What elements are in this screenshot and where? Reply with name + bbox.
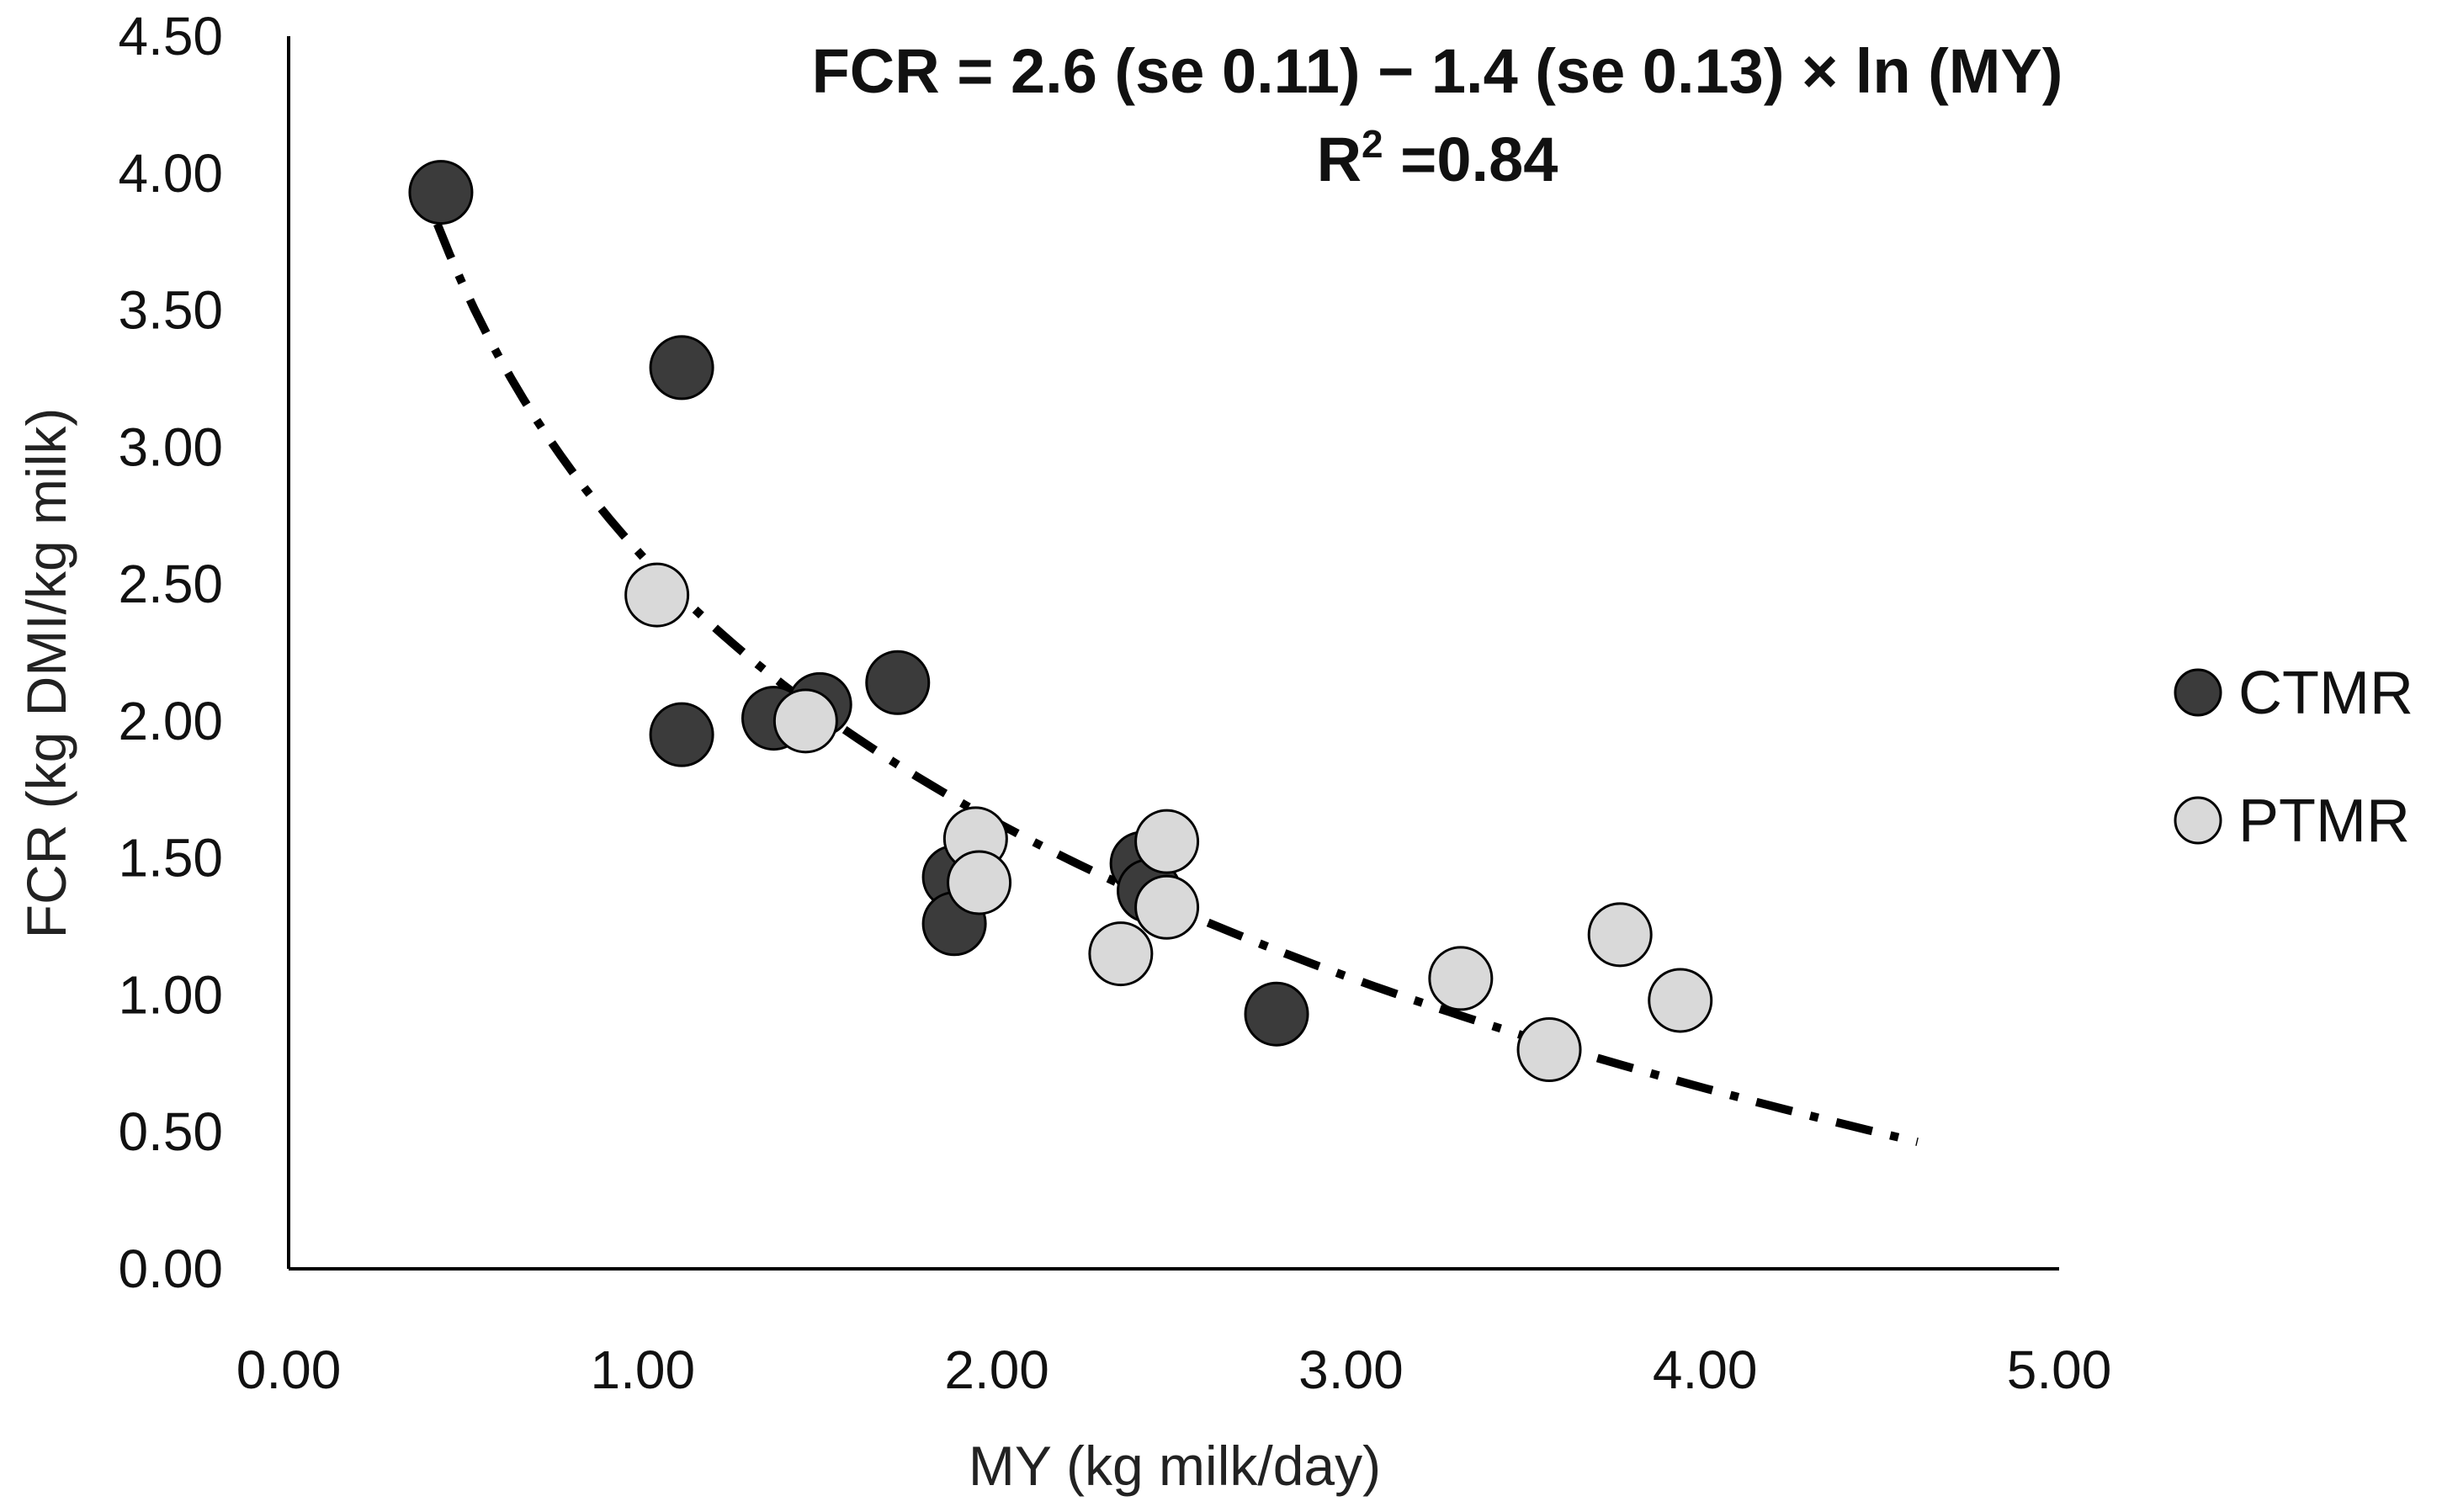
x-tick-label: 3.00 [1298, 1340, 1404, 1400]
r-squared-label: R2 =0.84 [1317, 122, 1558, 194]
r-squared-superscript: 2 [1362, 122, 1383, 166]
data-point-ptmr [947, 850, 1012, 915]
x-tick-label: 1.00 [591, 1340, 696, 1400]
y-tick-label: 0.50 [118, 1101, 223, 1162]
y-tick-label: 4.50 [118, 6, 223, 66]
data-point-ctmr [865, 650, 931, 715]
y-tick-label: 0.00 [118, 1239, 223, 1299]
data-point-ctmr [408, 160, 474, 225]
x-axis-title: MY (kg milk/day) [969, 1435, 1381, 1497]
legend-marker-ptmr [2174, 796, 2222, 845]
y-tick-label: 2.00 [118, 691, 223, 751]
y-tick-label: 1.00 [118, 964, 223, 1025]
data-point-ptmr [1088, 921, 1154, 987]
r-squared-letter: R [1317, 125, 1362, 194]
data-point-ptmr [1516, 1017, 1582, 1083]
axes [287, 36, 2059, 1271]
y-tick-label: 3.00 [118, 416, 223, 477]
tick-labels: 0.00 1.00 2.00 3.00 4.00 5.00 0.00 0.50 1.00 1.50… [118, 6, 2111, 1400]
y-axis-title: FCR (kg DMI/kg milk) [15, 408, 77, 939]
regression-equation: FCR = 2.6 (se 0.11) − 1.4 (se 0.13) × ln… [812, 36, 2063, 106]
y-tick-label: 2.50 [118, 554, 223, 614]
data-point-ptmr [1134, 874, 1200, 940]
x-tick-label: 5.00 [2007, 1340, 2112, 1400]
data-point-ptmr [624, 562, 690, 628]
data-point-ptmr [1134, 809, 1200, 874]
x-tick-label: 4.00 [1653, 1340, 1758, 1400]
legend-marker-ctmr [2174, 668, 2222, 717]
data-point-ptmr [1648, 968, 1713, 1033]
data-points [408, 160, 1713, 1083]
legend-label-ptmr: PTMR [2238, 788, 2410, 855]
legend-label-ctmr: CTMR [2238, 660, 2413, 727]
data-point-ptmr [1587, 902, 1653, 968]
y-tick-label: 3.50 [118, 280, 223, 341]
data-point-ptmr [772, 688, 838, 754]
data-point-ctmr [649, 335, 714, 401]
r-squared-value: =0.84 [1383, 125, 1558, 194]
x-tick-label: 0.00 [236, 1340, 342, 1400]
data-point-ctmr [1244, 981, 1309, 1047]
x-tick-label: 2.00 [944, 1340, 1049, 1400]
y-tick-label: 1.50 [118, 828, 223, 889]
data-point-ptmr [1428, 946, 1494, 1011]
y-tick-label: 4.00 [118, 143, 223, 204]
data-point-ctmr [649, 702, 714, 767]
legend: CTMR PTMR [2174, 660, 2413, 855]
